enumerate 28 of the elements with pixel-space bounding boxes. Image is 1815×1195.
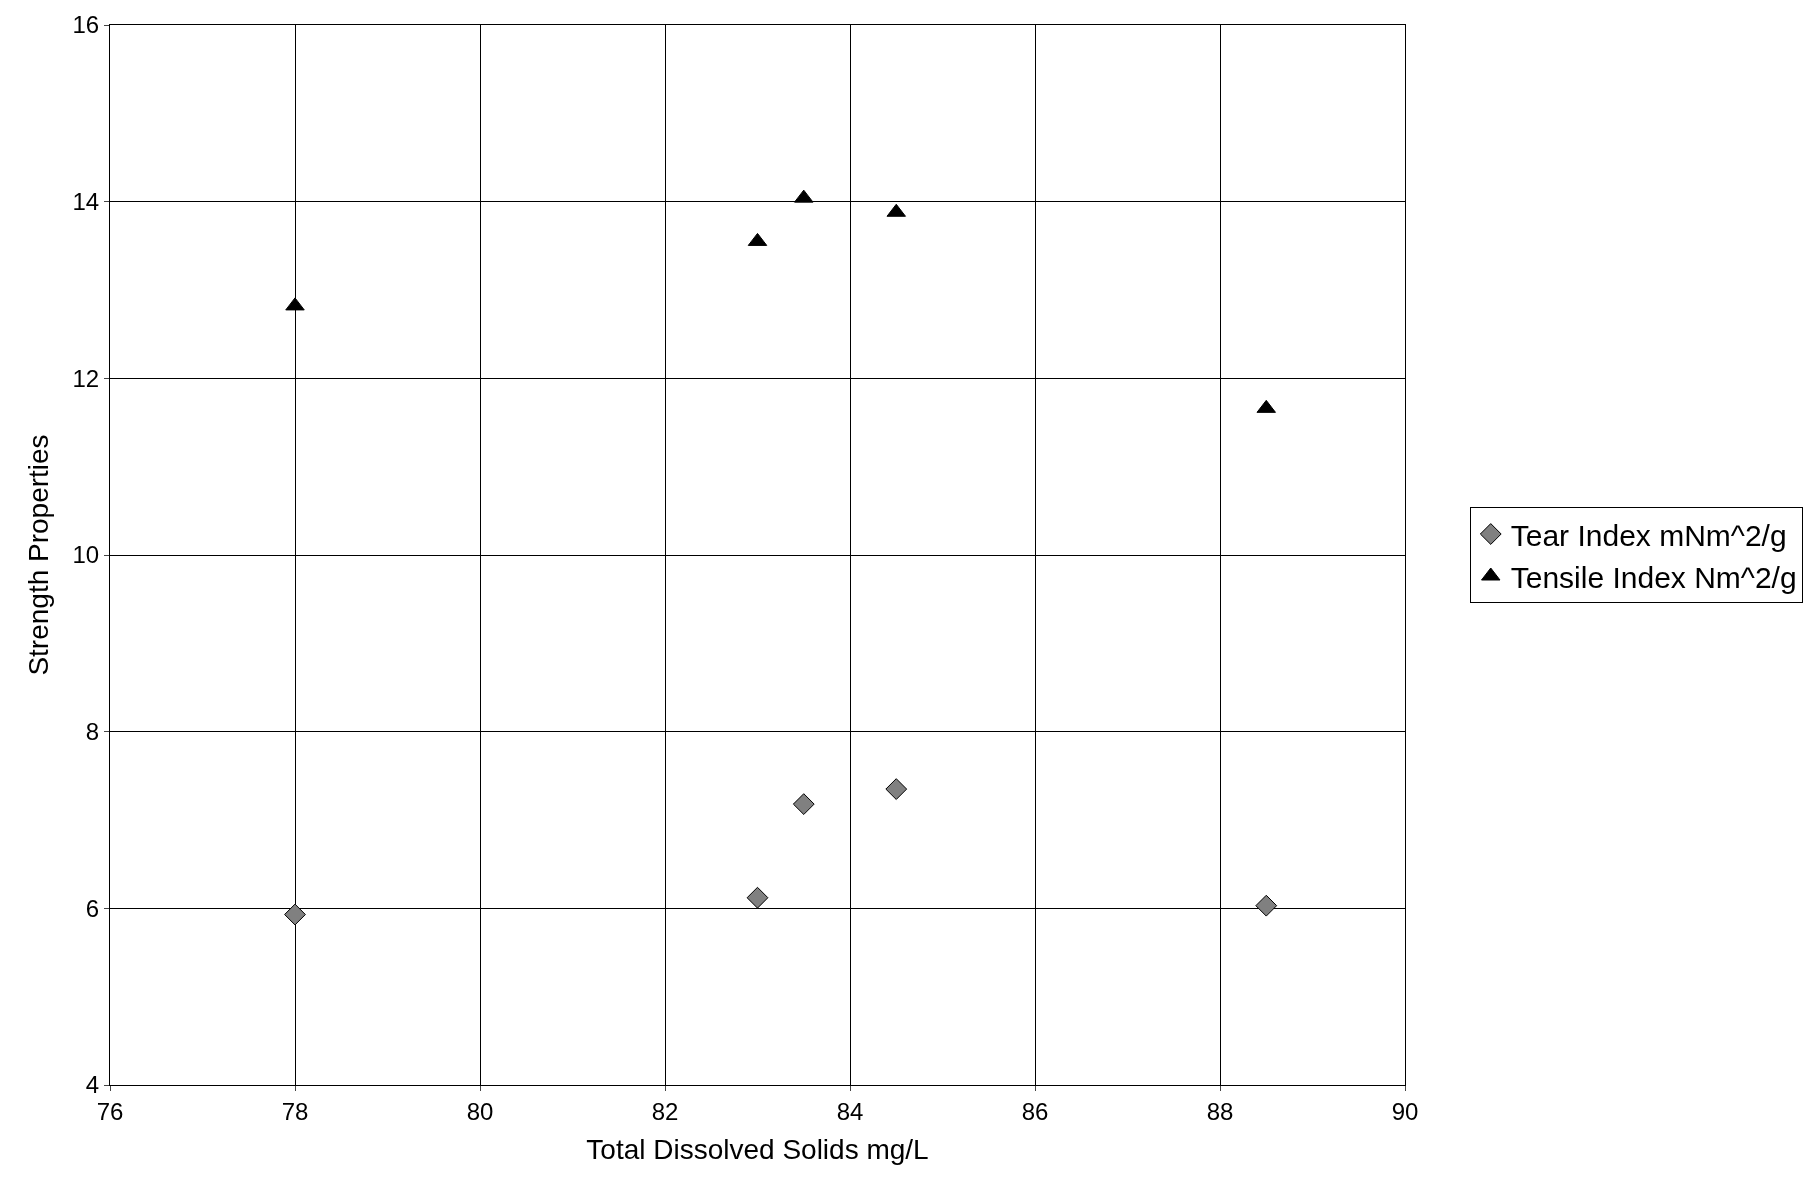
legend-label: Tear Index mNm^2/g	[1510, 518, 1787, 552]
point	[1256, 399, 1276, 413]
x-tick-label: 88	[1206, 1097, 1234, 1125]
x-tick-label: 78	[281, 1097, 309, 1125]
x-axis-title: Total Dissolved Solids mg/L	[586, 1133, 929, 1165]
point	[792, 793, 815, 815]
y-tick-label: 10	[72, 541, 100, 569]
y-tick-label: 8	[85, 718, 100, 746]
x-tick-label: 80	[466, 1097, 494, 1125]
point	[794, 189, 814, 203]
point	[886, 203, 906, 217]
y-axis-title: Strength Properties	[23, 434, 55, 676]
y-tick-label: 16	[72, 11, 100, 39]
y-tick-label: 12	[72, 364, 100, 392]
y-tick-label: 14	[72, 188, 100, 216]
point	[285, 297, 305, 311]
legend-label: Tensile Index Nm^2/g	[1510, 560, 1797, 594]
x-tick-label: 90	[1391, 1097, 1419, 1125]
x-tick-label: 76	[96, 1097, 124, 1125]
point	[1255, 894, 1278, 917]
x-tick-label: 86	[1021, 1097, 1049, 1125]
x-tick-label: 84	[836, 1097, 864, 1125]
x-tick-label: 82	[651, 1097, 679, 1125]
point	[746, 886, 769, 909]
point	[885, 778, 908, 800]
point	[284, 903, 306, 926]
y-tick-label: 4	[85, 1071, 100, 1099]
y-tick-label: 6	[85, 894, 100, 922]
